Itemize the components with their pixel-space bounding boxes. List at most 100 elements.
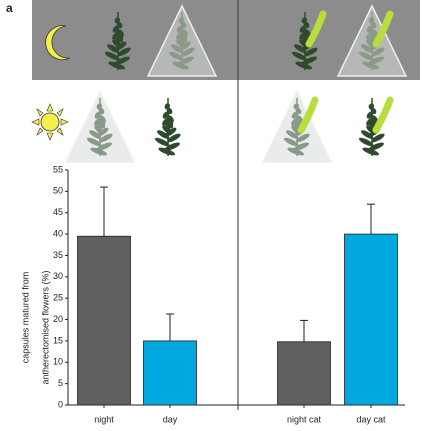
leaf xyxy=(368,56,384,65)
sun-icon xyxy=(31,103,69,141)
leaf xyxy=(154,137,170,147)
leaf xyxy=(98,115,106,123)
leaf xyxy=(180,29,188,37)
leaf xyxy=(90,147,108,156)
leaf xyxy=(303,29,311,37)
leaf xyxy=(371,133,385,143)
leaf xyxy=(368,17,375,24)
leaf xyxy=(286,130,299,139)
leaf xyxy=(362,147,380,156)
leaf xyxy=(362,61,380,70)
y-tick-label: 30 xyxy=(53,271,63,281)
leaf xyxy=(178,56,194,65)
leaf xyxy=(295,107,302,115)
leaf xyxy=(299,25,307,33)
leaf xyxy=(294,44,307,53)
leaf xyxy=(112,31,120,40)
leaf xyxy=(114,56,130,65)
leaf xyxy=(104,51,120,61)
plant xyxy=(154,98,181,156)
moon-icon xyxy=(45,25,71,61)
leaf xyxy=(94,111,102,119)
leaf xyxy=(98,107,105,115)
y-tick-label: 40 xyxy=(53,228,63,238)
leaf xyxy=(167,133,181,143)
leaf xyxy=(162,111,170,119)
leaf xyxy=(295,115,303,123)
leaf xyxy=(96,103,103,110)
leaf xyxy=(370,29,378,37)
leaf xyxy=(291,51,307,61)
leaf xyxy=(366,117,374,126)
bar xyxy=(143,340,197,406)
leaf xyxy=(370,115,378,123)
leaf xyxy=(176,31,184,40)
plant xyxy=(358,96,394,156)
bar xyxy=(344,233,398,406)
y-tick-label: 0 xyxy=(58,399,63,409)
y-tick-label: 10 xyxy=(53,357,63,367)
y-tick-label: 5 xyxy=(58,378,63,388)
leaf xyxy=(358,51,374,61)
leaf xyxy=(108,61,126,70)
leaf xyxy=(366,111,374,119)
caterpillar xyxy=(372,10,394,48)
leaf xyxy=(166,115,174,123)
leaf xyxy=(370,21,377,29)
y-tick-label: 55 xyxy=(53,164,63,174)
leaf xyxy=(164,103,171,110)
leaf xyxy=(293,103,300,110)
y-tick-label: 15 xyxy=(53,335,63,345)
leaf xyxy=(168,51,184,61)
y-tick-label: 35 xyxy=(53,250,63,260)
y-axis-label: capsules matured from xyxy=(20,272,30,364)
plant-in-cage xyxy=(261,90,333,163)
leaf xyxy=(89,130,102,139)
leaf xyxy=(178,17,185,24)
leaf xyxy=(304,47,318,57)
plant-in-cage xyxy=(336,4,408,77)
leaf xyxy=(371,47,385,57)
leaf xyxy=(181,47,195,57)
panel-label: a xyxy=(6,1,13,15)
leaf xyxy=(370,107,377,115)
leaf xyxy=(99,133,113,143)
plant xyxy=(291,10,327,70)
leaf xyxy=(301,56,317,65)
x-tick-label: night cat xyxy=(287,414,322,424)
leaf xyxy=(180,21,187,29)
leaf xyxy=(94,117,102,126)
leaf xyxy=(116,21,123,29)
leaf xyxy=(171,44,184,53)
leaf xyxy=(296,133,310,143)
y-axis-label: antherectomised flowers (%) xyxy=(40,270,50,384)
leaf xyxy=(299,31,307,40)
leaf xyxy=(166,107,173,115)
leaf xyxy=(368,142,384,151)
plant-in-cage xyxy=(64,90,136,163)
x-tick-label: night xyxy=(94,414,114,424)
leaf xyxy=(117,47,131,57)
leaf xyxy=(287,147,305,156)
bar xyxy=(277,341,331,406)
leaf xyxy=(112,25,120,33)
caterpillar xyxy=(305,10,327,48)
x-tick-label: day xyxy=(163,414,178,424)
leaf xyxy=(176,25,184,33)
leaf xyxy=(293,142,309,151)
leaf xyxy=(291,111,299,119)
y-tick-label: 20 xyxy=(53,314,63,324)
y-tick-label: 45 xyxy=(53,207,63,217)
leaf xyxy=(114,17,121,24)
y-tick-label: 25 xyxy=(53,293,63,303)
y-tick-label: 50 xyxy=(53,186,63,196)
leaf xyxy=(116,29,124,37)
leaf xyxy=(283,137,299,147)
leaf xyxy=(366,25,374,33)
leaf xyxy=(158,147,176,156)
leaf xyxy=(164,142,180,151)
leaf xyxy=(107,44,120,53)
leaf xyxy=(358,137,374,147)
leaf xyxy=(368,103,375,110)
plant-in-cage xyxy=(146,4,218,77)
